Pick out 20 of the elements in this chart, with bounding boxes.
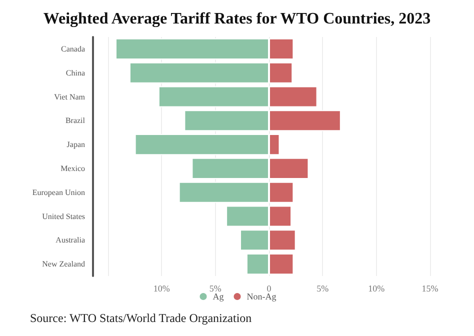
y-tick-label: Japan xyxy=(66,140,85,150)
x-tick-label: 5% xyxy=(316,284,330,294)
y-tick-label: European Union xyxy=(32,188,85,197)
source-note: Source: WTO Stats/World Trade Organization xyxy=(30,311,252,325)
legend-label: Non-Ag xyxy=(246,292,277,302)
x-tick-label: 10% xyxy=(153,284,170,294)
x-tick-label: 5% xyxy=(209,284,222,294)
y-tick-label: Canada xyxy=(61,44,86,54)
x-tick-label: 15% xyxy=(422,284,439,294)
y-tick-label: China xyxy=(66,68,86,78)
chart-title: Weighted Average Tariff Rates for WTO Countries, 2023 xyxy=(43,10,431,28)
x-tick-label: 0 xyxy=(266,284,272,294)
legend-label: Ag xyxy=(212,292,224,302)
y-tick-label: United States xyxy=(42,212,85,221)
y-tick-label: Brazil xyxy=(65,116,86,126)
y-tick-label: Australia xyxy=(56,236,86,245)
x-tick-label: 10% xyxy=(368,284,386,294)
y-tick-label: New Zealand xyxy=(42,260,85,269)
y-tick-label: Viet Nam xyxy=(54,92,86,102)
y-tick-label: Mexico xyxy=(60,164,85,173)
